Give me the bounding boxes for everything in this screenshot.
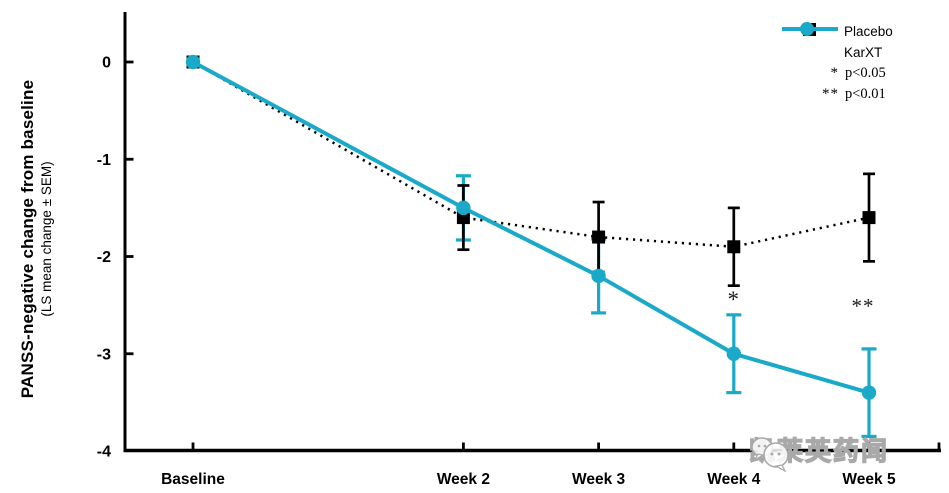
karxt-line-sample-icon xyxy=(781,22,839,61)
double-asterisk-symbol: ** xyxy=(822,86,839,102)
legend: Placebo KarXT * p<0.05 ** p<0.01 xyxy=(781,21,893,105)
legend-label-placebo: Placebo xyxy=(844,24,893,39)
karxt-marker xyxy=(591,268,606,284)
p001-label: p<0.01 xyxy=(845,86,886,102)
x-tick-label: Week 5 xyxy=(842,471,896,488)
significance-marker: * xyxy=(728,287,741,312)
karxt-marker xyxy=(726,346,741,361)
x-tick-label: Week 3 xyxy=(572,471,626,488)
y-tick-label: -4 xyxy=(97,444,111,461)
placebo-marker xyxy=(592,230,606,244)
p005-label: p<0.05 xyxy=(845,65,886,81)
placebo-marker xyxy=(727,240,741,254)
legend-note-p001: ** p<0.01 xyxy=(781,84,893,105)
x-tick-label: Week 2 xyxy=(437,471,490,488)
x-tick-label: Baseline xyxy=(161,471,225,488)
placebo-marker xyxy=(456,211,470,225)
karxt-marker xyxy=(185,54,201,70)
legend-note-p005: * p<0.05 xyxy=(781,63,893,84)
karxt-marker xyxy=(456,200,471,216)
single-asterisk-symbol: * xyxy=(830,65,839,81)
y-tick-label: 0 xyxy=(102,55,111,72)
x-tick-label: Week 4 xyxy=(707,471,761,488)
legend-item-karxt: KarXT xyxy=(781,22,893,63)
placebo-line xyxy=(192,60,870,249)
y-tick-label: -3 xyxy=(97,346,111,363)
karxt-marker xyxy=(861,385,877,400)
karxt-line xyxy=(192,60,870,395)
placebo-marker xyxy=(862,211,876,225)
y-tick-label: -2 xyxy=(97,249,111,266)
y-tick-label: -1 xyxy=(97,152,111,169)
significance-marker: ** xyxy=(852,294,875,318)
legend-label-karxt: KarXT xyxy=(844,45,883,60)
